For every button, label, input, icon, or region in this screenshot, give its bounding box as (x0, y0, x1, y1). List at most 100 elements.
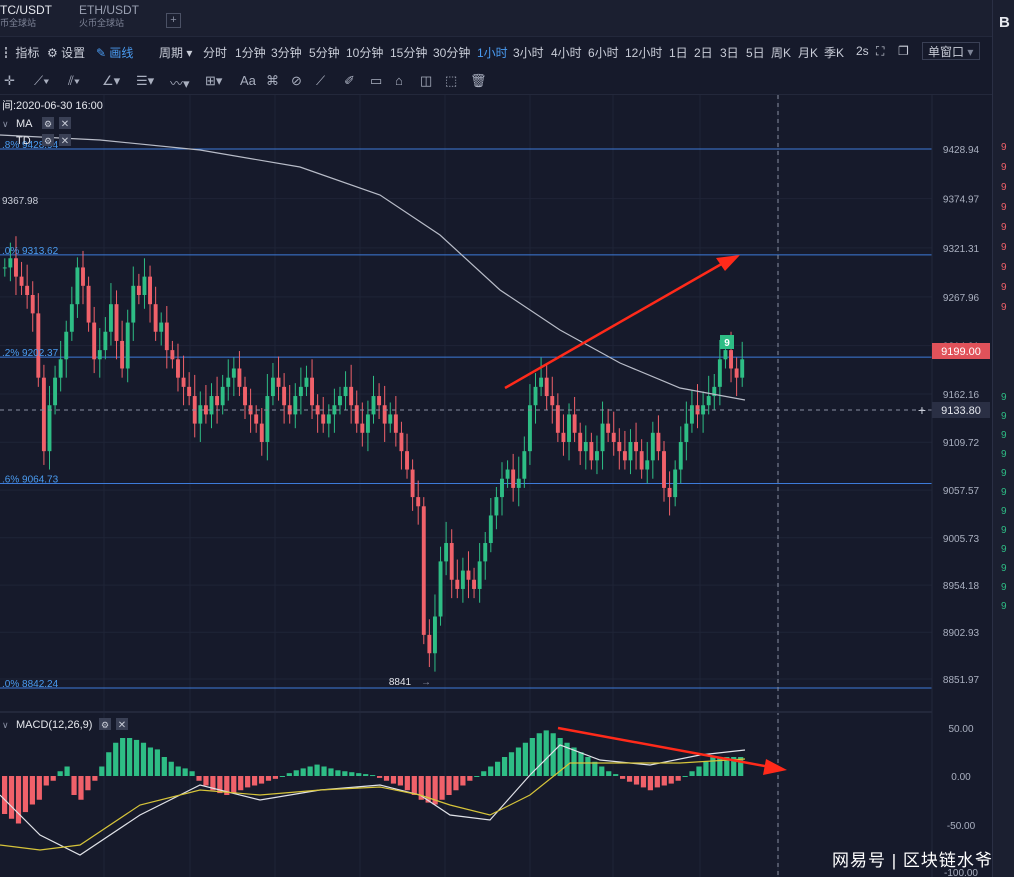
draw-button[interactable]: ✎ 画线 (96, 44, 133, 61)
trendline-icon[interactable]: ⟋▾ (34, 73, 49, 89)
period-option[interactable]: 2s (856, 44, 869, 58)
grid-icon[interactable]: ⊞▾ (205, 73, 222, 89)
candle-body (684, 424, 688, 442)
orderbook-ask-row[interactable]: 9 (1001, 262, 1007, 273)
ruler-icon[interactable]: ⟋ (316, 73, 325, 89)
channel-icon[interactable]: ⫽▾ (68, 73, 80, 89)
crosshair-icon[interactable]: ✛ (4, 73, 15, 89)
candle-body (673, 470, 677, 498)
orderbook-bid-row[interactable]: 9 (1001, 411, 1007, 422)
period-option[interactable]: 3分钟 (271, 44, 302, 61)
orderbook-ask-row[interactable]: 9 (1001, 242, 1007, 253)
layers-icon[interactable]: ◫ (420, 73, 432, 89)
period-option[interactable]: 6小时 (588, 44, 619, 61)
period-option[interactable]: 3小时 (513, 44, 544, 61)
orderbook-ask-row[interactable]: 9 (1001, 142, 1007, 153)
candle-body (64, 332, 68, 360)
candle-body (405, 451, 409, 469)
period-option[interactable]: 30分钟 (433, 44, 470, 61)
period-option[interactable]: 5分钟 (309, 44, 340, 61)
eraser-icon[interactable]: ✐ (344, 73, 355, 89)
macd-bar (523, 743, 528, 776)
period-option[interactable]: 1分钟 (235, 44, 266, 61)
candle-body (623, 451, 627, 460)
tab-btc-usdt[interactable]: TC/USDT 币全球站 (0, 4, 52, 34)
period-option[interactable]: 4小时 (551, 44, 582, 61)
candle-body (221, 387, 225, 405)
macd-axis-label: -50.00 (947, 821, 976, 832)
magnet-icon[interactable]: ⊘ (291, 73, 302, 89)
orderbook-ask-row[interactable]: 9 (1001, 162, 1007, 173)
select-icon[interactable]: ⬚ (445, 73, 457, 89)
settings-button[interactable]: ⚙ 设置 (47, 44, 85, 61)
fullscreen-icon[interactable]: ⛶ (876, 44, 884, 59)
candle-body (634, 442, 638, 451)
period-option[interactable]: 3日 (720, 44, 739, 61)
fib-label: .2% 9202.37 (2, 348, 59, 359)
orderbook-bid-row[interactable]: 9 (1001, 506, 1007, 517)
brush-icon[interactable]: ⌘ (266, 73, 279, 89)
candle-body (550, 396, 554, 405)
fib-icon[interactable]: ☰▾ (136, 73, 154, 89)
period-option[interactable]: 分时 (203, 44, 227, 61)
add-tab-button[interactable]: + (166, 13, 181, 28)
lock-icon[interactable]: ▭ (370, 73, 382, 89)
indicators-label: 指标 (15, 46, 39, 60)
orderbook-bid-row[interactable]: 9 (1001, 449, 1007, 460)
orderbook-ask-row[interactable]: 9 (1001, 182, 1007, 193)
text-icon[interactable]: Aa (240, 73, 256, 88)
period-option[interactable]: 1小时 (477, 44, 508, 61)
tab-eth-usdt[interactable]: ETH/USDT 火币全球站 (79, 4, 139, 34)
candle-body (271, 378, 275, 396)
price-chart[interactable]: 9428.949374.979321.319267.969214.919162.… (0, 95, 992, 877)
macd-bar (412, 776, 417, 795)
svg-text:✕: ✕ (61, 119, 69, 130)
macd-bar (169, 762, 174, 776)
indicators-button[interactable]: ┇ 指标 (0, 44, 39, 61)
orderbook-bid-row[interactable]: 9 (1001, 392, 1007, 403)
candle-body (372, 396, 376, 414)
orderbook-bid-row[interactable]: 9 (1001, 525, 1007, 536)
period-option[interactable]: 2日 (694, 44, 713, 61)
price-axis-label: 8954.18 (943, 581, 980, 592)
orderbook-bid-row[interactable]: 9 (1001, 468, 1007, 479)
macd-bar (676, 776, 681, 781)
period-option[interactable]: 15分钟 (390, 44, 427, 61)
orderbook-bid-row[interactable]: 9 (1001, 563, 1007, 574)
trash-icon[interactable]: 🗑 (470, 73, 487, 89)
angle-icon[interactable]: ∠▾ (102, 73, 120, 89)
period-option[interactable]: 12小时 (625, 44, 662, 61)
period-option[interactable]: 1日 (669, 44, 688, 61)
candle-body (20, 277, 24, 286)
period-dropdown[interactable]: 周期 ▾ (159, 44, 192, 61)
svg-text:⚙: ⚙ (101, 720, 109, 730)
period-option[interactable]: 月K (798, 44, 818, 61)
macd-bar (551, 733, 556, 776)
window-icon[interactable]: ❐ (898, 44, 909, 58)
macd-bar (78, 776, 83, 800)
window-mode-select[interactable]: 单窗口 ▾ (922, 42, 980, 60)
orderbook-ask-row[interactable]: 9 (1001, 202, 1007, 213)
orderbook-ask-row[interactable]: 9 (1001, 302, 1007, 313)
period-option[interactable]: 5日 (746, 44, 765, 61)
orderbook-bid-row[interactable]: 9 (1001, 582, 1007, 593)
candle-body (366, 414, 370, 432)
td-count-text: 9 (724, 338, 730, 349)
candle-body (349, 387, 353, 405)
orderbook-bid-row[interactable]: 9 (1001, 487, 1007, 498)
orderbook-bid-row[interactable]: 9 (1001, 430, 1007, 441)
orderbook-bid-row[interactable]: 9 (1001, 544, 1007, 555)
candle-body (8, 258, 12, 267)
macd-bar (669, 776, 674, 784)
period-option[interactable]: 季K (824, 44, 844, 61)
macd-bar (321, 767, 326, 777)
wave-icon[interactable]: 〰▾ (170, 73, 190, 92)
orderbook-bid-row[interactable]: 9 (1001, 601, 1007, 612)
orderbook-ask-row[interactable]: 9 (1001, 282, 1007, 293)
pin-icon[interactable]: ⌂ (395, 73, 403, 88)
orderbook-ask-row[interactable]: 9 (1001, 222, 1007, 233)
candle-body (254, 414, 258, 423)
macd-bar (16, 776, 21, 824)
period-option[interactable]: 10分钟 (346, 44, 383, 61)
period-option[interactable]: 周K (771, 44, 791, 61)
